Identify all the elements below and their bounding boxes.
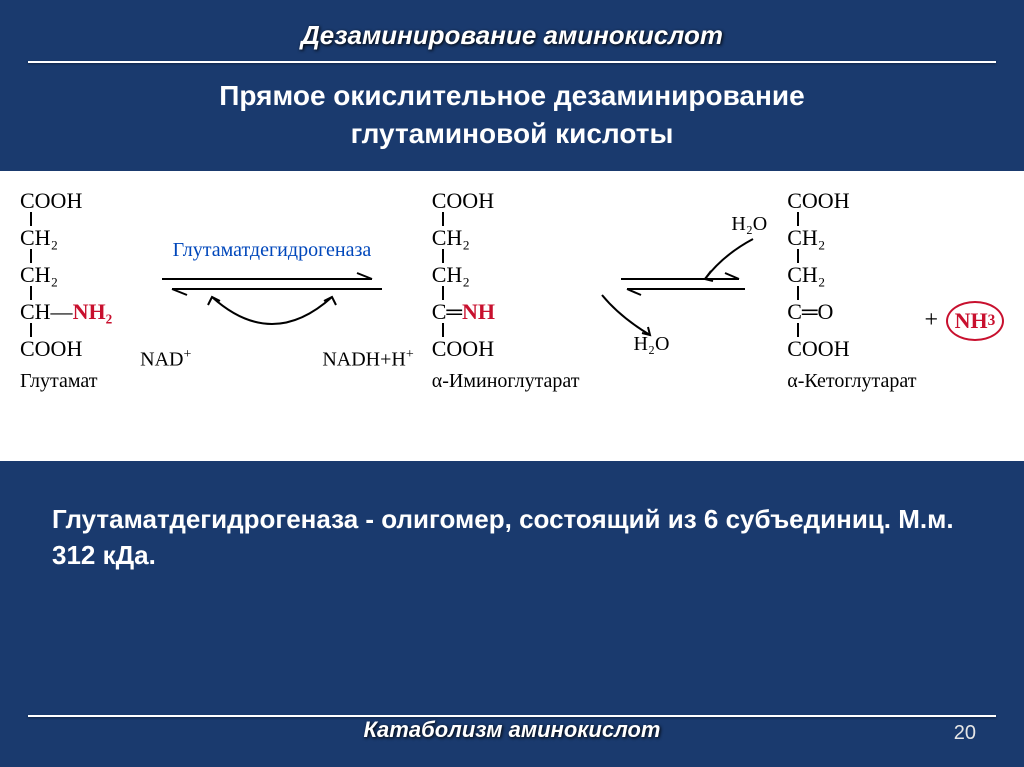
chem-group: COOH [20, 189, 112, 212]
subtitle-line2: глутаминовой кислоты [351, 118, 674, 149]
chem-group: COOH [20, 337, 112, 360]
reaction-row: COOH CH₂ CH₂ CH—NH₂ COOH Глутамат Глутам… [12, 189, 1012, 393]
page-number: 20 [954, 722, 976, 745]
plus-sign: + [916, 307, 946, 334]
slide-title: Дезаминирование аминокислот [0, 0, 1024, 61]
chem-group: CH—NH₂ [20, 300, 112, 323]
amino-group: NH₂ [73, 299, 113, 324]
chem-group: COOH [787, 189, 916, 212]
footer: Катаболизм аминокислот 20 [0, 715, 1024, 749]
chem-group: CH₂ [20, 263, 112, 286]
nh3-circle: NH3 [946, 301, 1004, 341]
molecule-name: α-Иминоглутарат [432, 370, 580, 393]
molecule-name: Глутамат [20, 370, 112, 393]
cofactor-nad: NAD+ [140, 347, 191, 372]
chem-group: COOH [432, 189, 580, 212]
molecule-name: α-Кетоглутарат [787, 370, 916, 393]
chem-group: COOH [787, 337, 916, 360]
chem-group: CH₂ [787, 226, 916, 249]
chem-group: CH₂ [432, 263, 580, 286]
chem-group: C═O [787, 300, 916, 323]
cofactor-curve-icon [182, 291, 362, 351]
subtitle: Прямое окислительное дезаминирование глу… [0, 63, 1024, 171]
note-text: Глутаматдегидрогеназа - олигомер, состоя… [0, 461, 1024, 574]
water-out-label: H₂O [634, 333, 670, 356]
chem-group: C═NH [432, 300, 580, 323]
arrow-zone-2: H₂O H₂O [580, 219, 788, 389]
chem-group: CH₂ [787, 263, 916, 286]
subtitle-line1: Прямое окислительное дезаминирование [219, 80, 804, 111]
molecule-glutamate: COOH CH₂ CH₂ CH—NH₂ COOH Глутамат [20, 189, 112, 393]
imino-group: NH [462, 299, 495, 324]
cofactor-nadh: NADH+H+ [322, 347, 413, 372]
chem-group: CH₂ [20, 226, 112, 249]
ammonia-product: NH3 [946, 301, 1004, 341]
footer-title: Катаболизм аминокислот [0, 717, 1024, 749]
arrow-zone-1: Глутаматдегидрогеназа NAD+ NADH+H+ [112, 219, 432, 389]
chem-group: CH₂ [432, 226, 580, 249]
molecule-iminoglutarate: COOH CH₂ CH₂ C═NH COOH α-Иминоглутарат [432, 189, 580, 393]
enzyme-label: Глутаматдегидрогеназа [112, 239, 432, 262]
reaction-panel: COOH CH₂ CH₂ CH—NH₂ COOH Глутамат Глутам… [0, 171, 1024, 461]
water-in-label: H₂O [731, 213, 767, 236]
chem-group: COOH [432, 337, 580, 360]
molecule-ketoglutarate: COOH CH₂ CH₂ C═O COOH α-Кетоглутарат [787, 189, 916, 393]
